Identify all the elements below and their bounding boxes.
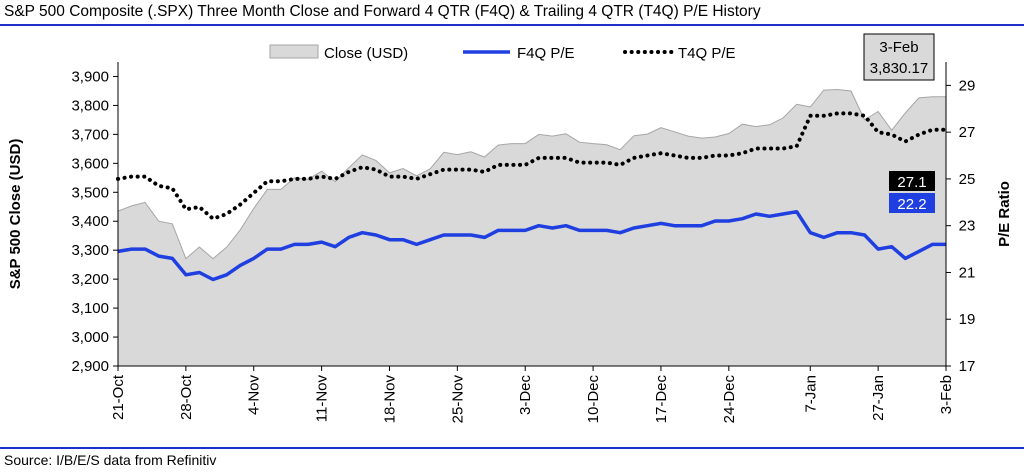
legend-item-t4q: T4Q P/E: [623, 45, 736, 62]
x-tick-label: 18-Nov: [381, 375, 398, 424]
source-note: Source: I/B/E/S data from Refinitiv: [4, 452, 217, 468]
right-tick-label: 21: [959, 264, 976, 281]
right-axis-ticks: 17 19 21 23 25 27 29: [946, 77, 975, 375]
x-tick-label: 4-Nov: [246, 375, 263, 416]
left-tick-label: 2,900: [71, 358, 109, 375]
x-axis-ticks: 21-Oct 28-Oct 4-Nov 11-Nov 18-Nov 25-Nov 3-Dec…: [110, 366, 955, 423]
right-tick-label: 29: [959, 77, 976, 94]
x-tick-label: 21-Oct: [110, 374, 127, 420]
t4q-last-label: 27.1: [889, 171, 935, 191]
callout-box: [863, 33, 935, 81]
right-tick-label: 27: [959, 124, 976, 141]
callout-close-value: 3,830.17: [870, 60, 928, 77]
t4q-last-value: 27.1: [897, 174, 926, 191]
legend-label-t4q: T4Q P/E: [678, 45, 736, 62]
x-tick-label: 25-Nov: [449, 375, 466, 424]
left-tick-label: 3,300: [71, 242, 109, 259]
left-tick-label: 3,800: [71, 97, 109, 114]
x-tick-label: 24-Dec: [721, 375, 738, 424]
x-tick-label: 28-Oct: [178, 374, 195, 420]
plot-area: [116, 88, 948, 367]
callout-date: 3-Feb: [879, 39, 918, 56]
legend-item-close: Close (USD): [269, 44, 408, 62]
y2-axis-title: P/E Ratio: [996, 181, 1013, 247]
y-axis-title: S&P 500 Close (USD): [7, 139, 24, 290]
left-axis-ticks: 2,900 3,000 3,100 3,200 3,300 3,400 3,500 3,600…: [71, 68, 118, 375]
left-tick-label: 3,000: [71, 329, 109, 346]
x-tick-label: 11-Nov: [314, 375, 331, 423]
last-value-callout: 3-Feb 3,830.17: [863, 33, 935, 81]
left-tick-label: 3,100: [71, 300, 109, 317]
left-tick-label: 3,900: [71, 68, 109, 85]
f4q-last-value: 22.2: [897, 196, 926, 213]
right-tick-label: 17: [959, 358, 976, 375]
legend-label-close: Close (USD): [324, 45, 408, 62]
f4q-last-label: 22.2: [889, 193, 935, 213]
chart-title: S&P 500 Composite (.SPX) Three Month Clo…: [4, 3, 761, 20]
legend-swatch-close: [269, 44, 319, 59]
right-tick-label: 23: [959, 218, 976, 235]
left-tick-label: 3,400: [71, 213, 109, 230]
x-tick-label: 3-Dec: [517, 375, 534, 416]
right-tick-label: 19: [959, 311, 976, 328]
left-tick-label: 3,500: [71, 184, 109, 201]
axes: 2,900 3,000 3,100 3,200 3,300 3,400 3,500 3,600…: [7, 62, 1013, 423]
left-tick-label: 3,200: [71, 271, 109, 288]
x-tick-label: 10-Dec: [585, 375, 602, 424]
legend: Close (USD) F4Q P/E T4Q P/E: [269, 44, 736, 62]
left-tick-label: 3,600: [71, 155, 109, 172]
x-tick-label: 7-Jan: [802, 375, 819, 413]
left-tick-label: 3,700: [71, 126, 109, 143]
f4q-last-box: [889, 193, 935, 213]
legend-item-f4q: F4Q P/E: [463, 45, 575, 62]
f4q-line: [117, 209, 946, 282]
legend-label-f4q: F4Q P/E: [517, 45, 575, 62]
x-tick-label: 17-Dec: [653, 375, 670, 424]
x-tick-label: 3-Feb: [938, 375, 955, 414]
t4q-line: [116, 111, 948, 221]
t4q-last-box: [889, 171, 935, 191]
x-tick-label: 27-Jan: [870, 375, 887, 421]
right-tick-label: 25: [959, 171, 976, 188]
